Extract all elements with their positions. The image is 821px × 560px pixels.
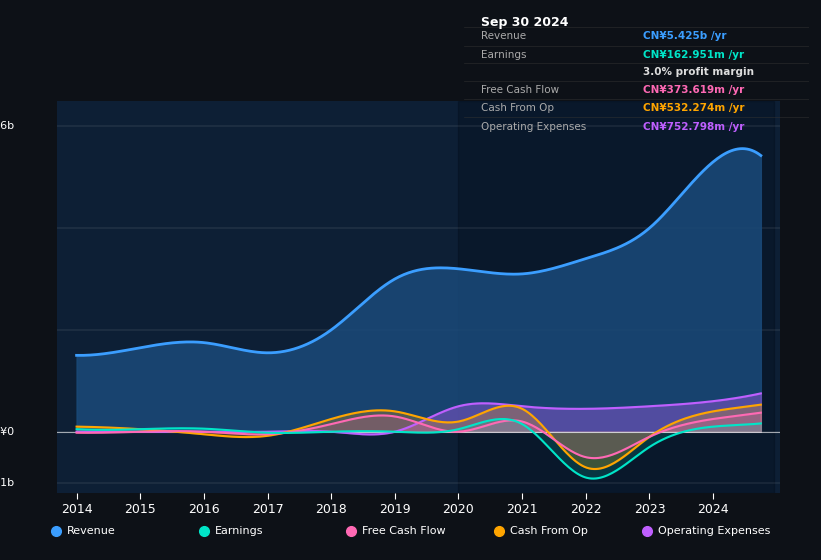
Text: CN¥532.274m /yr: CN¥532.274m /yr	[643, 104, 745, 114]
Text: Free Cash Flow: Free Cash Flow	[481, 85, 559, 95]
Text: Free Cash Flow: Free Cash Flow	[363, 526, 446, 535]
Text: Sep 30 2024: Sep 30 2024	[481, 16, 569, 29]
Text: CN¥5.425b /yr: CN¥5.425b /yr	[643, 31, 727, 41]
Text: CN¥0: CN¥0	[0, 427, 14, 437]
Text: CN¥373.619m /yr: CN¥373.619m /yr	[643, 85, 745, 95]
Bar	[458, 101, 773, 493]
Text: Earnings: Earnings	[215, 526, 264, 535]
Text: CN¥6b: CN¥6b	[0, 122, 14, 131]
Text: Revenue: Revenue	[481, 31, 526, 41]
Text: Operating Expenses: Operating Expenses	[481, 122, 586, 132]
Text: Earnings: Earnings	[481, 50, 526, 60]
Text: Cash From Op: Cash From Op	[511, 526, 588, 535]
Text: Operating Expenses: Operating Expenses	[658, 526, 770, 535]
Text: Cash From Op: Cash From Op	[481, 104, 554, 114]
Text: -CN¥1b: -CN¥1b	[0, 478, 14, 488]
Text: CN¥162.951m /yr: CN¥162.951m /yr	[643, 50, 745, 60]
Text: 3.0% profit margin: 3.0% profit margin	[643, 67, 754, 77]
Text: Revenue: Revenue	[67, 526, 116, 535]
Text: CN¥752.798m /yr: CN¥752.798m /yr	[643, 122, 745, 132]
